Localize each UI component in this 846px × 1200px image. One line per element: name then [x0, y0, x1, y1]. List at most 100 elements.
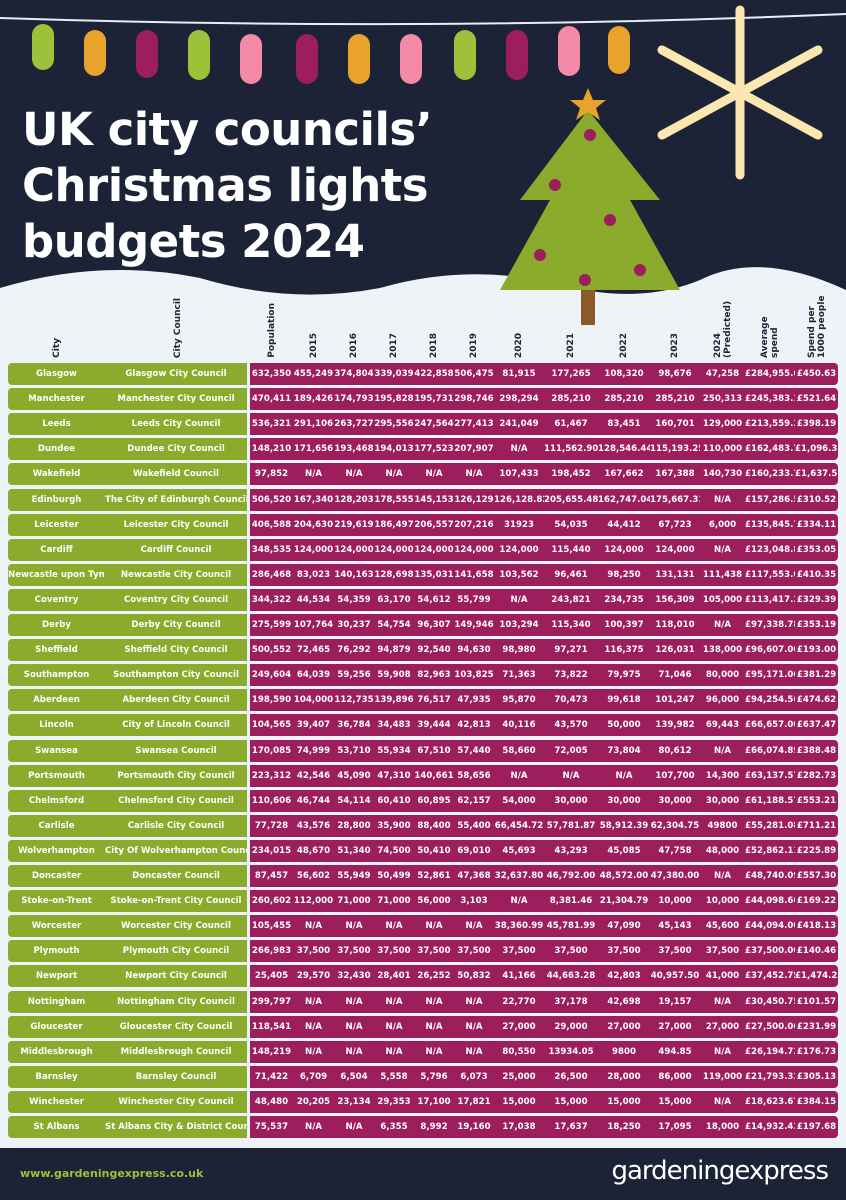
value-cell: 43,576 [293, 814, 334, 837]
value-cell: 116,375 [598, 639, 650, 662]
value-cell: 28,800 [334, 814, 374, 837]
column-header-text: 2022 [619, 332, 629, 358]
value-cell: £37,452.75 [745, 965, 795, 988]
value-cell: N/A [334, 1116, 374, 1138]
value-cell: 455,249 [293, 363, 334, 385]
value-cell: 101,247 [650, 689, 700, 712]
value-cell: N/A [494, 764, 544, 787]
column-header: 2024 (Predicted) [700, 288, 745, 358]
value-cell: 67,723 [650, 513, 700, 536]
name-cell: Gloucester City Council [105, 1015, 247, 1038]
column-header-text: 2016 [349, 332, 359, 358]
title-line: budgets 2024 [22, 215, 365, 268]
value-cell: £310.52 [795, 488, 838, 511]
value-cell: 27,000 [650, 1015, 700, 1038]
value-cell: N/A [293, 1015, 334, 1038]
value-cell: 71,000 [374, 890, 414, 913]
value-cell: N/A [414, 463, 454, 486]
value-cell: 82,963 [414, 664, 454, 687]
value-cell: 124,000 [454, 538, 494, 561]
value-cell: 83,023 [293, 563, 334, 586]
value-cell: 96,000 [700, 689, 745, 712]
value-cell: 406,588 [250, 513, 293, 536]
value-cell: 97,271 [544, 639, 598, 662]
name-cell: Plymouth [8, 940, 105, 963]
value-cell: 126,031 [650, 639, 700, 662]
value-cell: 69,010 [454, 839, 494, 862]
value-cell: 94,879 [374, 639, 414, 662]
value-cell: 34,483 [374, 714, 414, 737]
value-cell: 128,546.44 [598, 438, 650, 461]
column-header-text: 2020 [514, 332, 524, 358]
value-cell: 18,000 [700, 1116, 745, 1138]
value-cell: 104,000 [293, 689, 334, 712]
column-header-text: 2015 [308, 332, 319, 358]
name-cell: City of Lincoln Council [105, 714, 247, 737]
value-cell: £26,194.73 [745, 1040, 795, 1063]
value-cell: 47,258 [700, 363, 745, 385]
value-cell: 39,407 [293, 714, 334, 737]
value-cell: 28,401 [374, 965, 414, 988]
value-cell: 128,698 [374, 563, 414, 586]
value-cell: N/A [334, 915, 374, 938]
value-cell: 186,497 [374, 513, 414, 536]
value-cell: £231.99 [795, 1015, 838, 1038]
value-cell: 10,000 [650, 890, 700, 913]
value-cell: 285,210 [650, 388, 700, 411]
value-cell: 71,000 [334, 890, 374, 913]
value-cell: 138,000 [700, 639, 745, 662]
value-cell: 58,912.39 [598, 814, 650, 837]
value-cell: 119,000 [700, 1065, 745, 1088]
value-cell: 86,000 [650, 1065, 700, 1088]
value-cell: 13934.05 [544, 1040, 598, 1063]
value-cell: 50,499 [374, 865, 414, 887]
value-cell: 45,090 [334, 764, 374, 787]
value-cell: 108,320 [598, 363, 650, 385]
value-cell: 5,796 [414, 1065, 454, 1088]
name-cell: Carlisle City Council [105, 814, 247, 837]
value-cell: N/A [454, 915, 494, 938]
value-cell: 17,637 [544, 1116, 598, 1138]
value-cell: 198,590 [250, 689, 293, 712]
value-cell: N/A [454, 990, 494, 1013]
value-cell: 19,157 [650, 990, 700, 1013]
name-cell: City Of Wolverhampton Council [105, 839, 247, 862]
value-cell: N/A [374, 1040, 414, 1063]
value-cell: £245,383.11 [745, 388, 795, 411]
value-cell: 139,982 [650, 714, 700, 737]
name-cell: Winchester [8, 1090, 105, 1113]
value-cell: £66,074.89 [745, 739, 795, 762]
value-cell: 94,630 [454, 639, 494, 662]
value-cell: 177,523 [414, 438, 454, 461]
column-header: 2022 [598, 288, 650, 358]
name-cell: Lincoln [8, 714, 105, 737]
value-cell: 128,203 [334, 488, 374, 511]
value-cell: 64,039 [293, 664, 334, 687]
table-row: Sheffield Sheffield City Council 500,552 72… [8, 639, 838, 662]
value-cell: 48,480 [250, 1090, 293, 1113]
value-cell: 57,781.87 [544, 814, 598, 837]
value-cell: N/A [700, 538, 745, 561]
value-cell: 193,468 [334, 438, 374, 461]
value-cell: 194,013 [374, 438, 414, 461]
value-cell: 95,870 [494, 689, 544, 712]
value-cell: 205,655.48 [544, 488, 598, 511]
value-cell: 247,564 [414, 413, 454, 436]
value-cell: 19,160 [454, 1116, 494, 1138]
value-cell: 8,992 [414, 1116, 454, 1138]
name-cell: Leeds City Council [105, 413, 247, 436]
value-cell: 140,730 [700, 463, 745, 486]
value-cell: 14,300 [700, 764, 745, 787]
column-header-text: City [51, 338, 62, 358]
value-cell: 124,000 [414, 538, 454, 561]
value-cell: £52,862.11 [745, 839, 795, 862]
value-cell: £44,098.66 [745, 890, 795, 913]
name-cell: The City of Edinburgh Council [105, 488, 247, 511]
value-cell: 126,129 [454, 488, 494, 511]
name-cell: St Albans [8, 1116, 105, 1138]
value-cell: 71,046 [650, 664, 700, 687]
value-cell: 107,433 [494, 463, 544, 486]
value-cell: 112,735 [334, 689, 374, 712]
value-cell: £94,254.56 [745, 689, 795, 712]
